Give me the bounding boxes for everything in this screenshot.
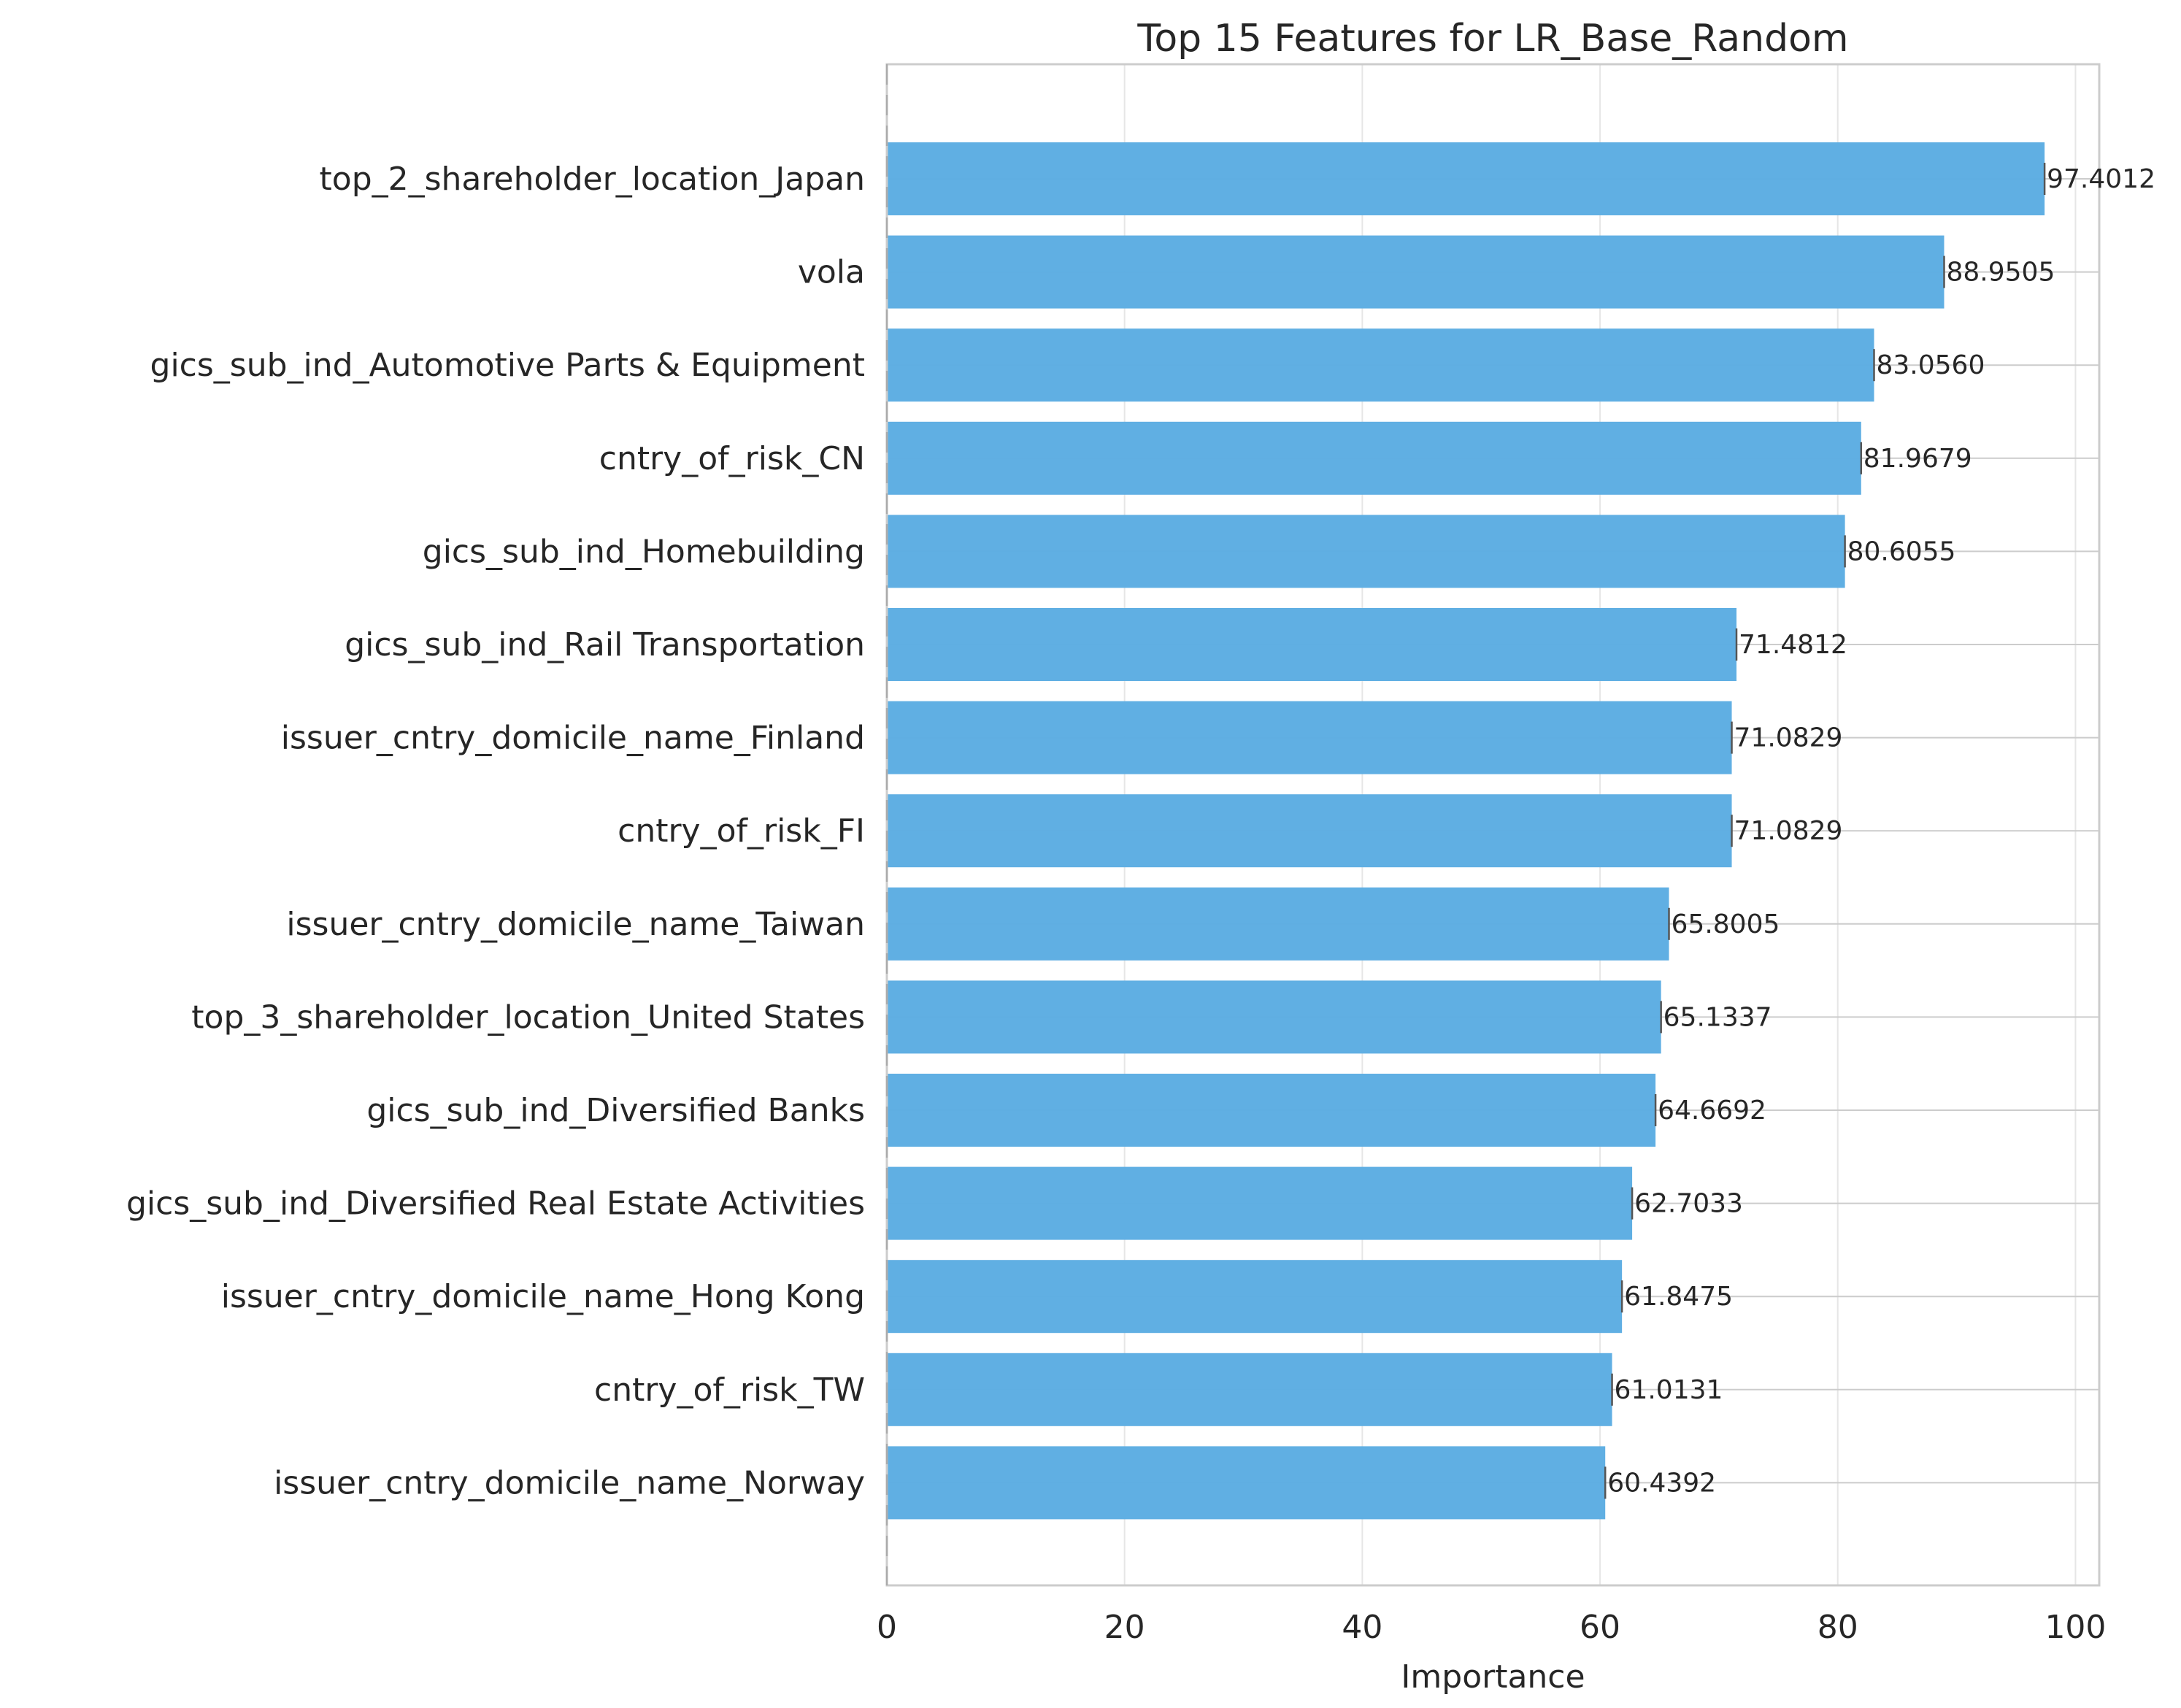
data-label: 88.9505 (1946, 258, 2055, 288)
bar (887, 1260, 1623, 1334)
chart-title: Top 15 Features for LR_Base_Random (1136, 17, 1848, 61)
data-label: 71.0829 (1734, 723, 1843, 753)
bar (887, 701, 1732, 774)
plot-frame (885, 63, 2101, 1587)
bar (887, 608, 1737, 681)
bar (887, 794, 1732, 868)
bar (887, 1353, 1612, 1426)
bar (887, 235, 1945, 309)
bar (887, 421, 1861, 495)
data-label: 65.1337 (1663, 1002, 1772, 1032)
y-tick-label: top_3_shareholder_location_United States (191, 999, 865, 1036)
y-tick-label: top_2_shareholder_location_Japan (320, 161, 865, 198)
y-tick-label: cntry_of_risk_CN (599, 440, 865, 477)
y-tick-label: issuer_cntry_domicile_name_Hong Kong (221, 1278, 865, 1315)
data-label: 61.8475 (1624, 1282, 1733, 1312)
y-tick-label: gics_sub_ind_Automotive Parts & Equipmen… (150, 347, 865, 384)
bar (887, 1074, 1656, 1147)
data-label: 83.0560 (1877, 350, 1985, 380)
data-label: 60.4392 (1607, 1468, 1716, 1498)
data-label: 61.0131 (1615, 1375, 1723, 1405)
data-label: 97.4012 (2047, 164, 2155, 194)
bar (887, 1166, 1633, 1240)
x-tick-label: 100 (2045, 1609, 2106, 1646)
bar (887, 142, 2045, 215)
y-tick-label: gics_sub_ind_Diversified Real Estate Act… (126, 1185, 865, 1223)
data-labels: 97.4012 88.9505 83.0560 81.9679 80.6055 71.48… (1607, 164, 2155, 1498)
x-tick-label: 60 (1580, 1609, 1620, 1646)
y-tick-label: cntry_of_risk_TW (594, 1372, 865, 1409)
bars (887, 142, 2046, 1520)
y-tick-label: gics_sub_ind_Rail Transportation (345, 626, 865, 663)
y-tick-label: issuer_cntry_domicile_name_Taiwan (286, 906, 865, 943)
data-label: 81.9679 (1863, 444, 1972, 474)
x-axis-label: Importance (1401, 1658, 1585, 1696)
bar (887, 515, 1845, 588)
bar (887, 328, 1874, 402)
x-tick-label: 0 (877, 1609, 897, 1646)
x-tick-labels: 0 20 40 60 80 100 (877, 1609, 2106, 1646)
y-tick-label: issuer_cntry_domicile_name_Norway (274, 1464, 865, 1501)
data-label: 64.6692 (1658, 1096, 1766, 1126)
y-tick-label: issuer_cntry_domicile_name_Finland (281, 720, 865, 757)
x-tick-label: 20 (1104, 1609, 1145, 1646)
data-label: 62.7033 (1634, 1189, 1743, 1219)
bar (887, 1446, 1606, 1520)
data-label: 80.6055 (1847, 536, 1956, 566)
y-tick-label: gics_sub_ind_Diversified Banks (366, 1092, 865, 1129)
y-tick-label: gics_sub_ind_Homebuilding (423, 533, 865, 570)
bar (887, 980, 1661, 1054)
data-label: 65.8005 (1672, 909, 1780, 939)
axes (885, 63, 2101, 1587)
data-label: 71.0829 (1734, 816, 1843, 846)
bar (887, 887, 1669, 961)
y-tick-label: vola (798, 254, 865, 291)
data-label: 71.4812 (1739, 630, 1847, 660)
y-tick-label: cntry_of_risk_FI (618, 812, 865, 850)
x-tick-label: 40 (1342, 1609, 1382, 1646)
x-tick-label: 80 (1818, 1609, 1858, 1646)
